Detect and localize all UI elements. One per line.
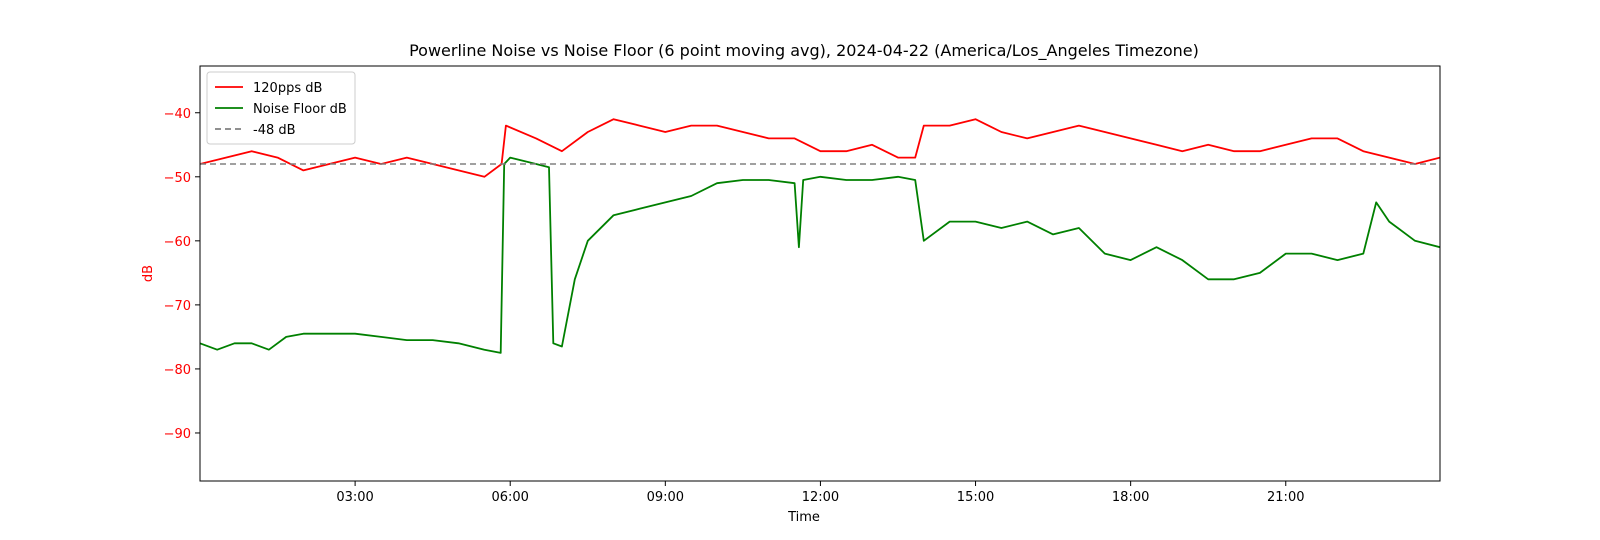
y-tick-label: −60 xyxy=(164,235,191,250)
x-tick-label: 12:00 xyxy=(802,490,839,505)
legend-label-48-db: -48 dB xyxy=(253,123,296,138)
x-axis-label: Time xyxy=(787,510,820,525)
x-tick-label: 15:00 xyxy=(957,490,994,505)
series-line-noise-floor-db xyxy=(200,156,1440,354)
series-line-120pps-db xyxy=(200,118,1440,178)
plot-area xyxy=(199,65,1441,482)
legend: 120pps dB Noise Floor dB -48 dB xyxy=(206,71,356,145)
chart-title: Powerline Noise vs Noise Floor (6 point … xyxy=(409,41,1199,61)
legend-label-noise-floor-db: Noise Floor dB xyxy=(253,102,347,117)
x-tick-label: 09:00 xyxy=(647,490,684,505)
x-tick-label: 03:00 xyxy=(336,490,373,505)
legend-box xyxy=(206,71,356,145)
y-tick-label: −70 xyxy=(164,299,191,314)
y-tick-label: −80 xyxy=(164,363,191,378)
y-tick-label: −50 xyxy=(164,171,191,186)
y-axis-label: dB xyxy=(141,265,156,282)
y-tick-label: −40 xyxy=(164,107,191,122)
y-tick-label: −90 xyxy=(164,427,191,442)
x-tick-label: 21:00 xyxy=(1267,490,1304,505)
legend-label-120pps-db: 120pps dB xyxy=(253,81,322,96)
x-tick-label: 06:00 xyxy=(491,490,528,505)
y-axis: −40 −50 −60 −70 −80 −90 xyxy=(164,107,200,442)
x-axis: 03:00 06:00 09:00 12:00 15:00 18:00 21:00 xyxy=(336,481,1304,505)
x-tick-label: 18:00 xyxy=(1112,490,1149,505)
